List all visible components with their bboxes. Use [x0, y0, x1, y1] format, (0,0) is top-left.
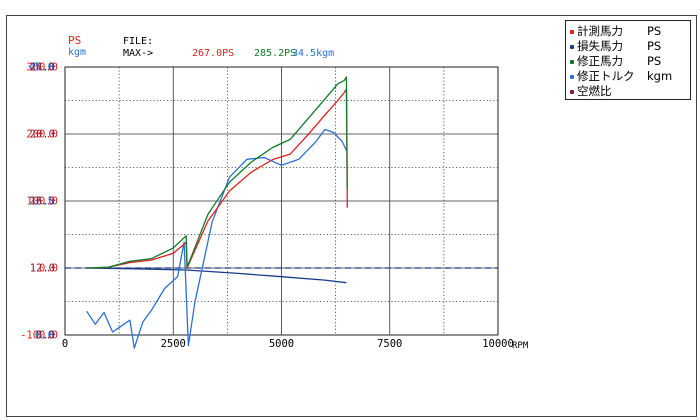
series-layer — [65, 76, 498, 349]
legend-item-air-fuel-ratio: 空燃比 — [570, 83, 647, 99]
legend-item-corrected-torque: 修正トルク kgm — [570, 68, 672, 84]
series-line-corrected-torque — [86, 128, 347, 349]
x-tick-label: 10000 — [482, 338, 514, 350]
ps-tick-label: -100.0 — [20, 330, 58, 342]
legend-name: 計測馬力 — [577, 24, 623, 38]
legend-marker — [570, 89, 574, 94]
rpm-axis: 0 2500 5000 7500 10000 — [62, 338, 514, 350]
afr-tick-label: 20.0 — [30, 129, 55, 141]
chart-frame — [6, 15, 697, 417]
kgm-tick-label: 0.0 — [35, 330, 54, 342]
series-line-corrected-hp — [86, 76, 348, 269]
kgm-axis-label: kgm — [68, 47, 86, 58]
ps-tick-label: 200.0 — [26, 129, 58, 141]
afr-tick-label: 24.0 — [30, 62, 55, 74]
legend-marker — [570, 59, 574, 64]
grid — [65, 67, 498, 335]
max-corrected-torque: 34.5kgm — [292, 48, 334, 59]
legend-marker — [570, 74, 574, 79]
legend-name: 修正馬力 — [577, 54, 623, 68]
legend-item-corrected-hp: 修正馬力 PS — [570, 53, 661, 69]
x-tick-label: 7500 — [377, 338, 402, 350]
legend-unit: PS — [647, 24, 662, 38]
kgm-tick-label: 22.5 — [29, 196, 54, 208]
legend-item-loss-hp: 損失馬力 PS — [570, 38, 661, 54]
kgm-tick-label: 45.0 — [29, 62, 54, 74]
x-tick-label: 5000 — [269, 338, 294, 350]
legend-unit: kgm — [647, 69, 673, 83]
legend-name: 損失馬力 — [577, 39, 623, 53]
series-line-loss-hp — [86, 267, 347, 284]
kgm-axis: 45.0 22.5 0.0 — [29, 62, 54, 342]
ps-tick-label: 0.0 — [39, 263, 58, 275]
legend-item-measured-hp: 計測馬力 PS — [570, 23, 661, 39]
max-corrected-hp: 285.2PS — [254, 48, 296, 59]
file-label: FILE: — [123, 36, 153, 47]
x-tick-label: 0 — [62, 338, 68, 350]
max-measured-hp: 267.0PS — [192, 48, 234, 59]
legend-unit: PS — [647, 39, 662, 53]
afr-tick-label: 12.0 — [30, 263, 55, 275]
legend: 計測馬力 PS 損失馬力 PS 修正馬力 PS 修正トルク kgm 空燃比 — [565, 20, 691, 100]
afr-tick-label: 8.0 — [36, 330, 55, 342]
afr-axis: 24.0 20.0 16.0 12.0 8.0 — [30, 62, 55, 342]
legend-name: 修正トルク — [577, 69, 635, 83]
ps-tick-label: 300.0 — [26, 62, 58, 74]
legend-marker — [570, 29, 574, 34]
ps-tick-label: 100.0 — [26, 196, 58, 208]
x-tick-label: 2500 — [161, 338, 186, 350]
x-axis-label: RPM — [512, 341, 529, 351]
afr-tick-label: 16.0 — [30, 196, 55, 208]
legend-name: 空燃比 — [577, 84, 612, 98]
legend-unit: PS — [647, 54, 662, 68]
ps-axis-label: PS — [68, 34, 81, 47]
series-line-measured-hp — [86, 88, 348, 269]
max-label: MAX-> — [123, 48, 153, 59]
legend-marker — [570, 44, 574, 49]
